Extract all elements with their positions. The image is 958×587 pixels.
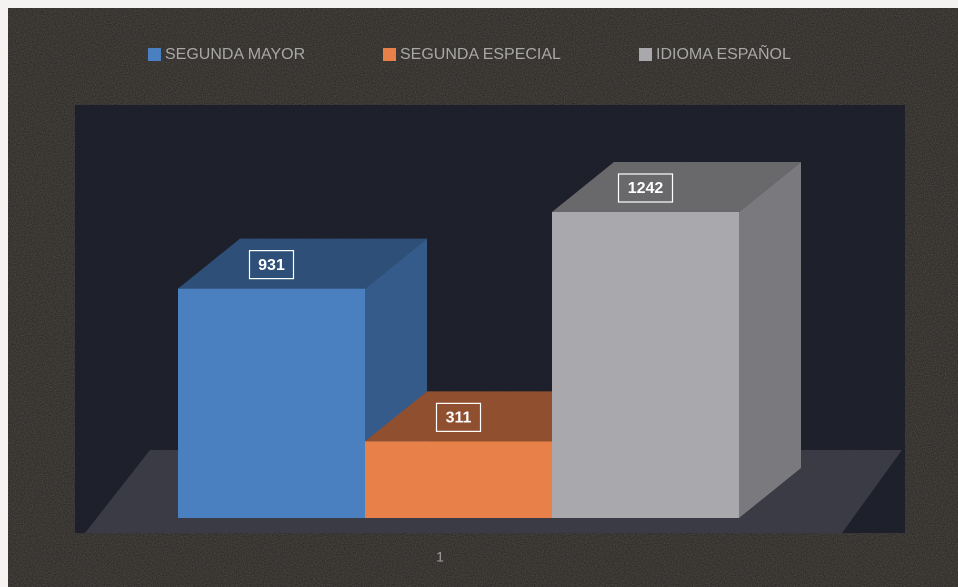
legend-swatch	[148, 48, 161, 61]
bar-top	[178, 238, 427, 289]
legend: SEGUNDA MAYOR SEGUNDA ESPECIAL IDIOMA ESPA…	[148, 43, 791, 63]
data-label-box	[248, 250, 295, 280]
data-label-box	[435, 402, 482, 432]
bar-top	[552, 162, 801, 212]
bars: 931 311 1242	[178, 162, 801, 519]
bar	[178, 288, 365, 518]
legend-swatch	[383, 48, 396, 61]
data-label-box	[617, 173, 674, 203]
bar	[365, 441, 552, 518]
data-label: 1242	[628, 180, 664, 197]
legend-label: SEGUNDA ESPECIAL	[400, 46, 561, 63]
bar-side	[739, 162, 801, 518]
legend-label: SEGUNDA MAYOR	[165, 46, 305, 63]
legend-swatch	[639, 48, 652, 61]
x-tick-label: 1	[436, 549, 444, 565]
bar-top	[365, 391, 614, 442]
bar	[552, 212, 739, 518]
legend-label: IDIOMA ESPAÑOL	[656, 43, 791, 63]
data-label: 311	[446, 410, 472, 427]
data-label: 931	[258, 257, 285, 274]
